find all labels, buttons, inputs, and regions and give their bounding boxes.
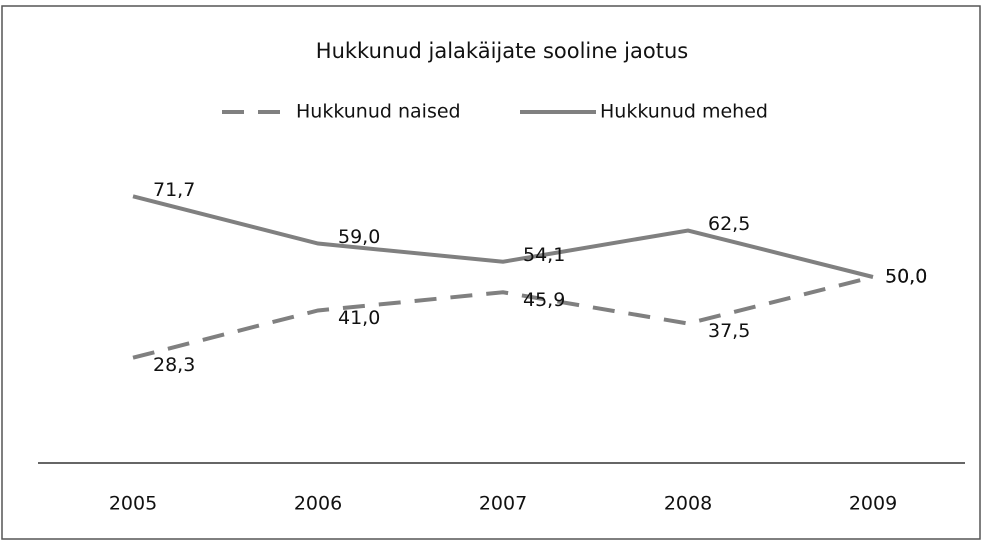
data-label: 28,3	[153, 354, 195, 376]
chart-frame	[1, 5, 981, 540]
data-label: 50,0	[885, 266, 927, 288]
x-tick-label: 2005	[109, 493, 157, 515]
chart-title: Hukkunud jalakäijate sooline jaotus	[316, 39, 688, 63]
data-label: 50,0	[885, 266, 927, 288]
data-label: 45,9	[523, 289, 565, 311]
series-line	[132, 194, 874, 279]
legend-label: Hukkunud mehed	[600, 101, 768, 123]
data-label: 71,7	[153, 179, 195, 201]
x-tick-label: 2006	[294, 493, 342, 515]
x-tick-label: 2007	[479, 493, 527, 515]
series-line	[132, 275, 874, 360]
legend-label: Hukkunud naised	[296, 101, 461, 123]
x-tick-label: 2008	[664, 493, 712, 515]
x-tick-label: 2009	[849, 493, 897, 515]
data-label: 62,5	[708, 213, 750, 235]
data-label: 54,1	[523, 244, 565, 266]
data-label: 37,5	[708, 320, 750, 342]
data-label: 41,0	[338, 307, 380, 329]
data-label: 59,0	[338, 226, 380, 248]
